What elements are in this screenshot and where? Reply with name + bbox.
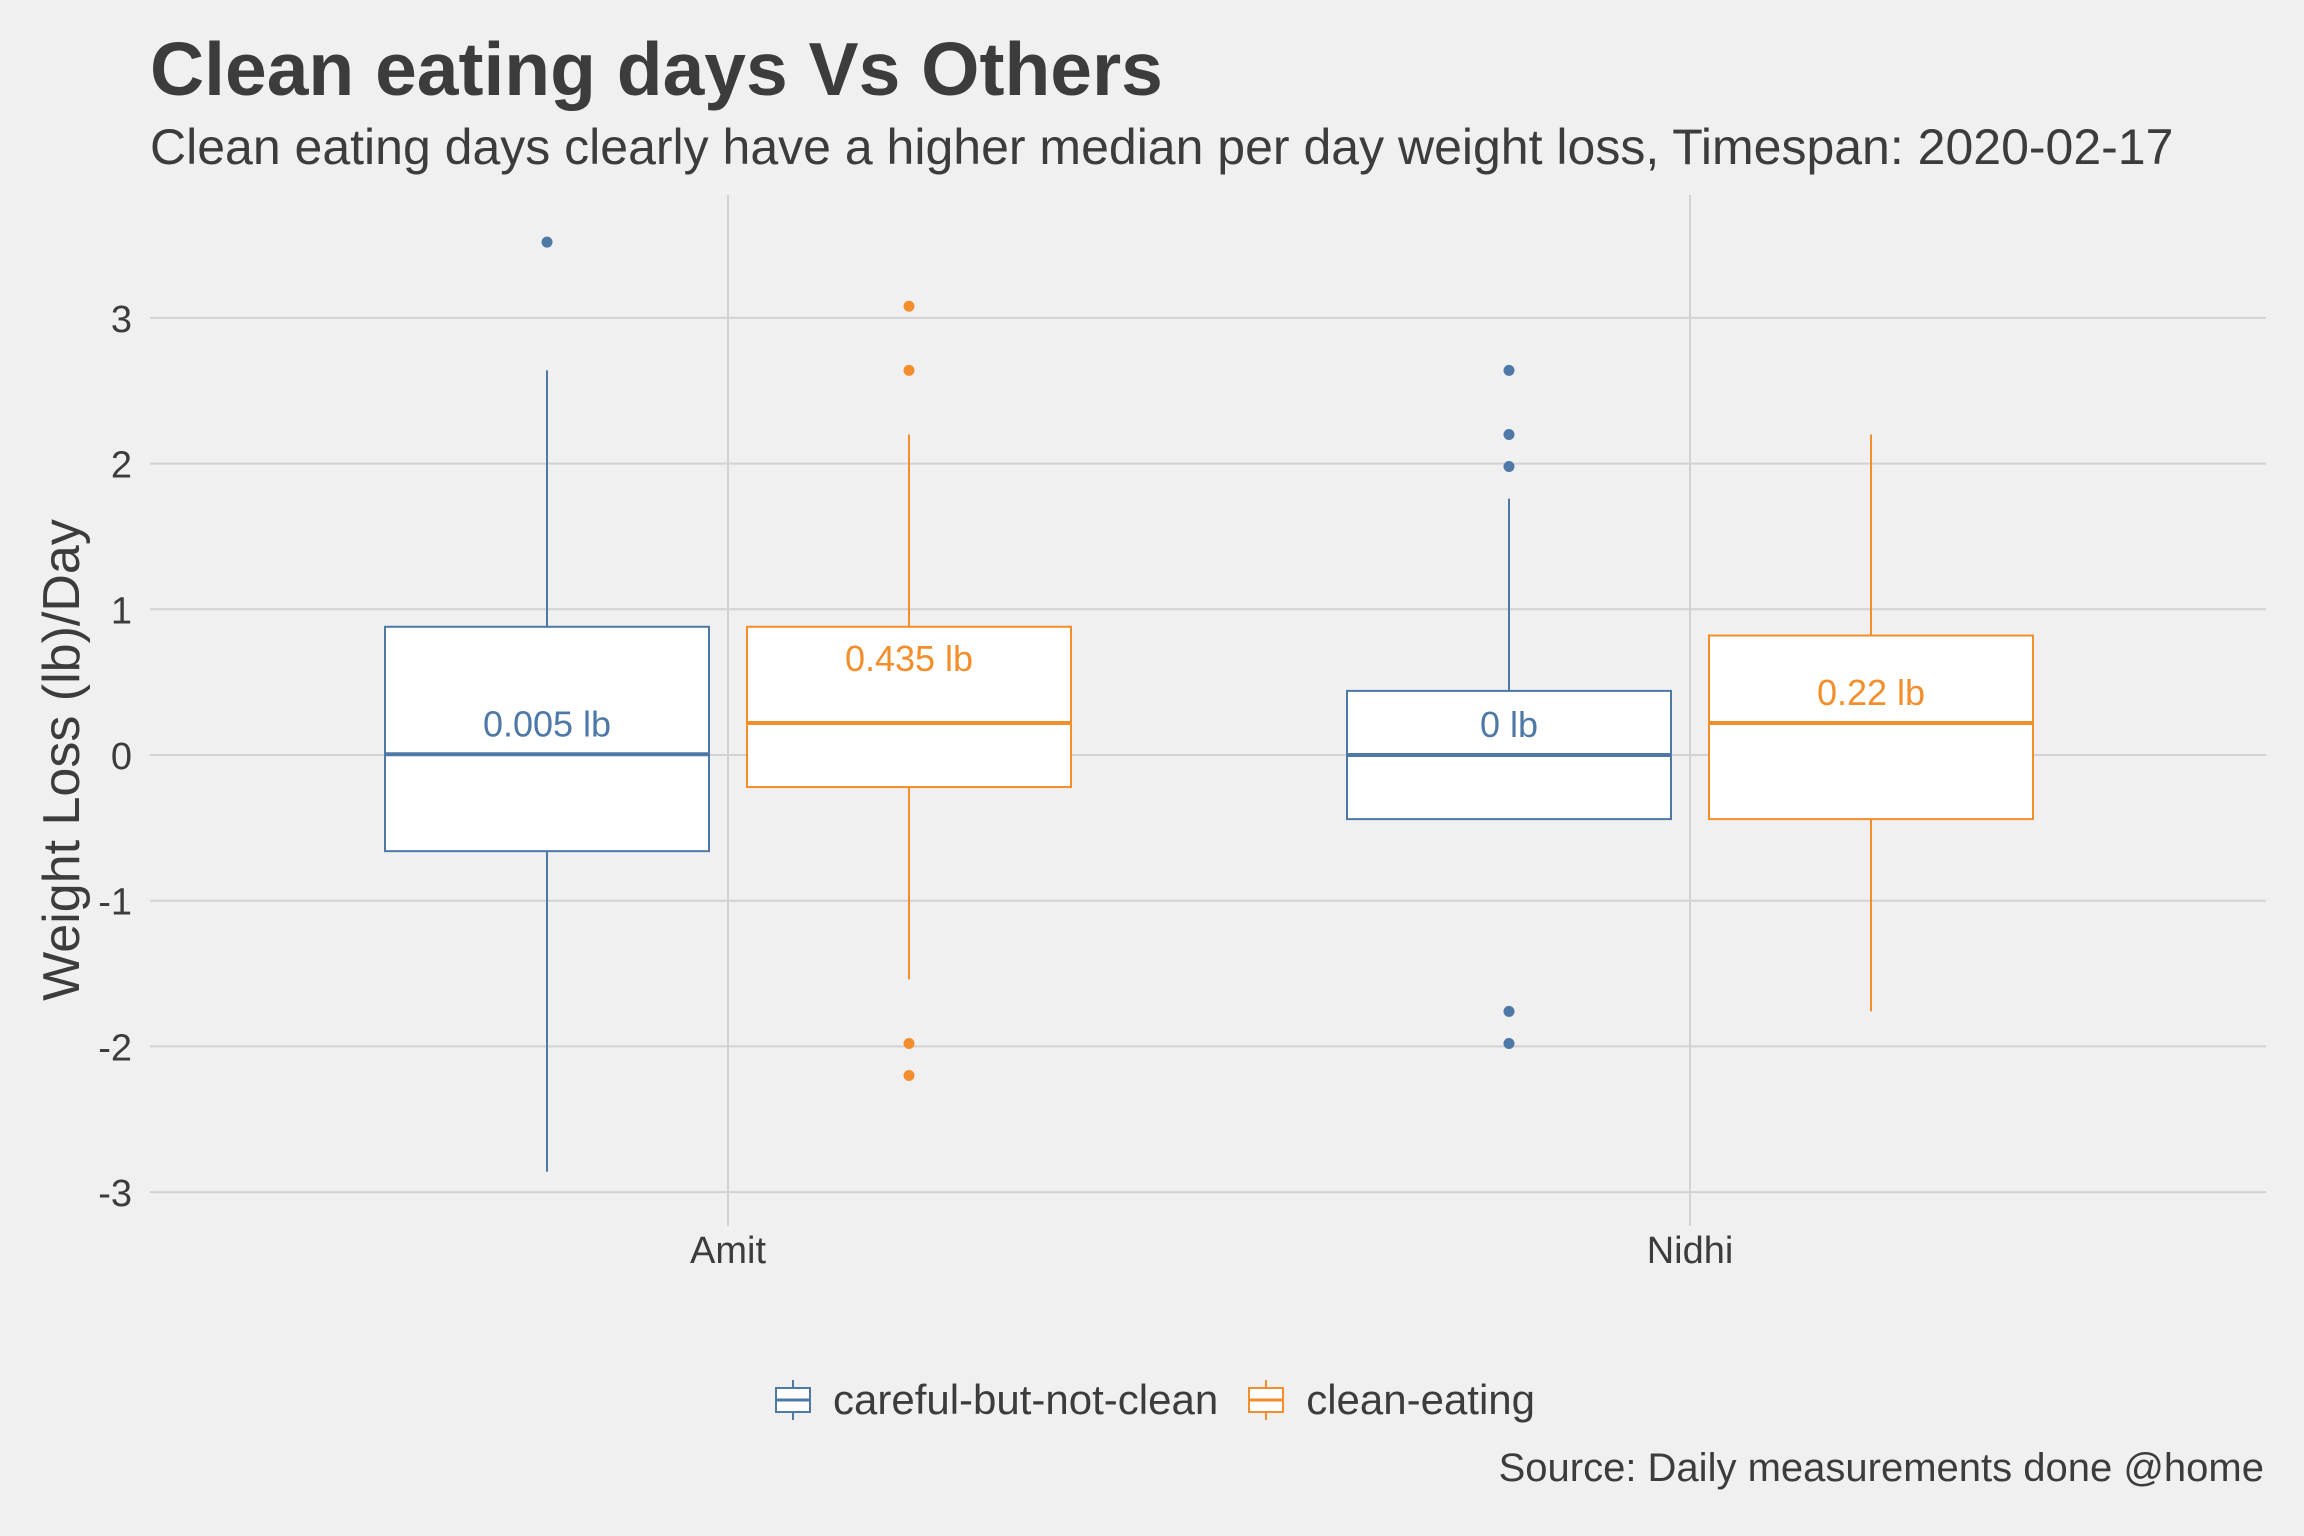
y-axis-label: Weight Loss (lb)/Day	[33, 519, 91, 1001]
y-tick-label: 1	[111, 590, 132, 632]
box-iqr	[1708, 634, 2034, 821]
chart-title: Clean eating days Vs Others	[150, 27, 1163, 111]
box-clean-eating-nidhi: 0.22 lb	[1708, 434, 2034, 1012]
outlier-point	[1503, 1037, 1515, 1049]
median-label: 0.22 lb	[1817, 672, 1925, 713]
outlier-point	[1503, 428, 1515, 440]
box-iqr	[384, 625, 710, 853]
legend-item-series-1: clean-eating	[1242, 1376, 1535, 1424]
outlier-point	[1503, 364, 1515, 376]
legend: careful-but-not-clean clean-eating	[0, 1376, 2304, 1424]
x-tick-label: Amit	[690, 1230, 766, 1272]
outlier-point	[903, 1070, 915, 1082]
x-tick-label: Nidhi	[1647, 1230, 1734, 1272]
outlier-point	[903, 300, 915, 312]
y-tick-label: 2	[111, 445, 132, 487]
outlier-point	[1503, 461, 1515, 473]
outlier-point	[903, 364, 915, 376]
box-series: 0.005 lb 0 lb 0.435 lb 0.22 lb	[384, 236, 2034, 1172]
chart-subtitle: Clean eating days clearly have a higher …	[150, 119, 2174, 175]
legend-key-series-0	[774, 1380, 811, 1420]
box-careful-but-not-clean-amit: 0.005 lb	[384, 236, 710, 1172]
median-label: 0.005 lb	[483, 703, 611, 744]
box-iqr	[746, 625, 1072, 789]
outlier-point	[541, 236, 553, 248]
legend-label-series-1: clean-eating	[1306, 1376, 1536, 1423]
y-tick-label: -1	[98, 882, 132, 924]
legend-key-series-1	[1248, 1380, 1285, 1420]
outlier-point	[1503, 1005, 1515, 1017]
box-careful-but-not-clean-nidhi: 0 lb	[1346, 364, 1672, 1049]
x-axis-ticks: Amit Nidhi	[690, 1230, 1733, 1272]
median-label: 0.435 lb	[845, 638, 973, 679]
box-clean-eating-amit: 0.435 lb	[746, 300, 1072, 1082]
y-tick-label: 3	[111, 299, 132, 341]
y-tick-label: -3	[98, 1173, 132, 1215]
median-label: 0 lb	[1480, 704, 1538, 745]
legend-label-series-0: careful-but-not-clean	[832, 1376, 1219, 1423]
chart-caption: Source: Daily measurements done @home	[1498, 1446, 2264, 1490]
outlier-point	[903, 1037, 915, 1049]
y-tick-label: -2	[98, 1027, 132, 1069]
y-axis-ticks: 3 2 1 0 -1 -2 -3	[98, 299, 132, 1215]
y-tick-label: 0	[111, 736, 132, 778]
legend-item-series-0: careful-but-not-clean	[769, 1376, 1218, 1424]
